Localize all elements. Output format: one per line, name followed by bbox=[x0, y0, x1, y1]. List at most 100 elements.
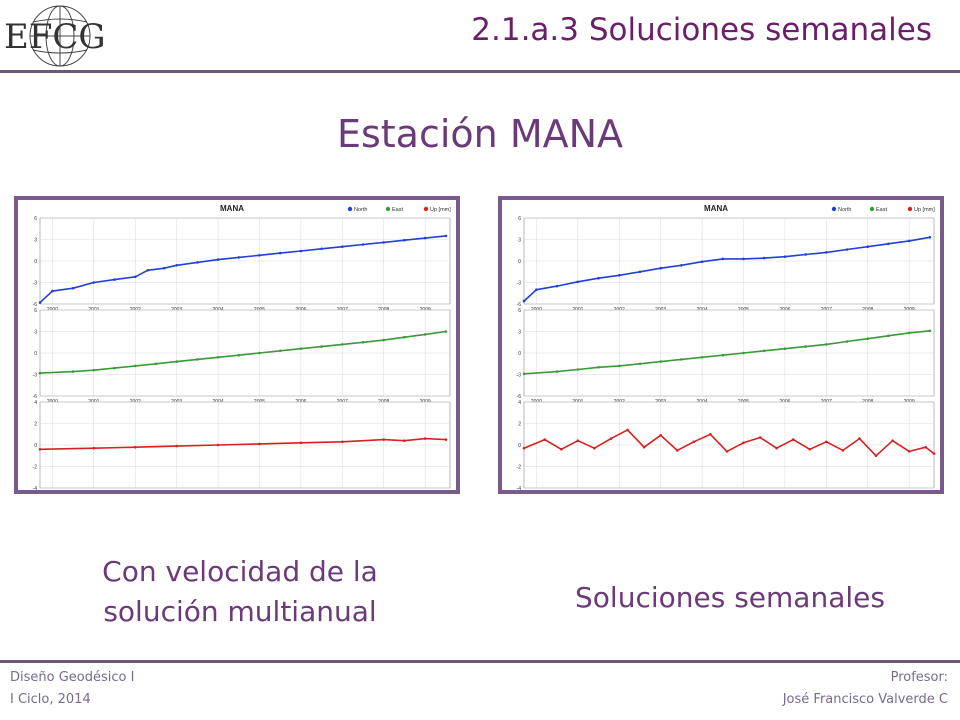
data-point-north bbox=[638, 270, 642, 274]
data-point-north bbox=[680, 264, 683, 267]
data-point-east bbox=[555, 370, 559, 373]
data-point-up bbox=[924, 445, 927, 449]
data-point-up bbox=[858, 437, 861, 440]
data-point-east bbox=[423, 333, 427, 336]
legend-marker-up bbox=[423, 206, 429, 212]
data-point-north bbox=[162, 266, 166, 270]
subplot-north: 630-3-6200020012002200320042005200620072… bbox=[33, 216, 451, 313]
y-tick-label: 4 bbox=[34, 400, 37, 406]
data-point-north bbox=[825, 251, 828, 254]
y-tick-label: 3 bbox=[34, 238, 37, 244]
data-point-north bbox=[522, 299, 526, 303]
data-point-north bbox=[196, 261, 199, 264]
legend-label-east: East bbox=[392, 207, 403, 213]
data-point-up bbox=[576, 439, 580, 442]
data-point-east bbox=[216, 356, 220, 359]
data-point-up bbox=[258, 442, 261, 446]
data-point-up bbox=[642, 445, 646, 449]
y-tick-label: 0 bbox=[34, 443, 37, 449]
y-tick-label: 0 bbox=[34, 351, 37, 357]
data-point-up bbox=[626, 428, 629, 432]
slide-title: 2.1.a.3 Soluciones semanales bbox=[471, 12, 932, 48]
data-point-east bbox=[134, 364, 137, 368]
data-point-east bbox=[638, 362, 642, 366]
y-tick-label: -4 bbox=[33, 486, 38, 490]
data-point-east bbox=[845, 340, 849, 343]
data-point-up bbox=[791, 438, 795, 441]
legend-label-north: North bbox=[838, 207, 851, 213]
legend-marker-north bbox=[831, 206, 837, 212]
data-point-east bbox=[341, 343, 344, 346]
data-point-east bbox=[154, 362, 158, 366]
data-point-up bbox=[522, 446, 526, 450]
data-point-north bbox=[134, 275, 137, 279]
data-point-north bbox=[216, 258, 220, 261]
data-point-up bbox=[709, 433, 712, 436]
data-point-east bbox=[742, 351, 745, 355]
data-point-up bbox=[403, 439, 406, 442]
data-point-up bbox=[675, 449, 679, 452]
data-point-north bbox=[51, 289, 54, 293]
series-line-up bbox=[523, 429, 935, 457]
data-point-north bbox=[320, 247, 323, 251]
y-tick-label: -6 bbox=[33, 394, 38, 400]
caption-left-line2: solución multianual bbox=[103, 595, 377, 628]
y-tick-label: 6 bbox=[518, 308, 521, 314]
data-point-up bbox=[874, 454, 878, 458]
efcg-logo: EFCG bbox=[0, 0, 122, 72]
data-point-north bbox=[258, 254, 261, 257]
data-point-east bbox=[659, 360, 662, 363]
data-point-up bbox=[758, 436, 762, 439]
y-tick-label: -2 bbox=[517, 465, 522, 471]
subplot-east: 630-3-6200020012002200320042005200620072… bbox=[33, 308, 451, 405]
data-point-north bbox=[845, 248, 849, 251]
y-tick-label: 0 bbox=[518, 443, 521, 449]
y-tick-label: 0 bbox=[518, 351, 521, 357]
data-point-north bbox=[866, 245, 869, 248]
data-point-north bbox=[887, 242, 890, 246]
data-point-east bbox=[258, 351, 261, 355]
data-point-up bbox=[891, 439, 894, 442]
data-point-up bbox=[808, 448, 812, 451]
data-point-north bbox=[38, 301, 42, 304]
data-point-up bbox=[775, 446, 778, 450]
data-point-east bbox=[618, 364, 621, 368]
data-point-up bbox=[742, 441, 745, 445]
data-point-up bbox=[841, 449, 845, 452]
data-point-north bbox=[146, 269, 149, 272]
legend-label-up: Up [mm] bbox=[914, 207, 935, 213]
data-point-up bbox=[907, 450, 911, 453]
legend-marker-north bbox=[347, 206, 353, 212]
data-point-up bbox=[341, 440, 344, 444]
data-point-up bbox=[175, 444, 178, 448]
data-point-up bbox=[825, 440, 828, 444]
subplot-up: 420-2-4200020012002200320042005200620072… bbox=[517, 400, 936, 490]
series-line-north bbox=[39, 235, 446, 304]
data-point-north bbox=[907, 239, 911, 243]
y-tick-label: 6 bbox=[34, 216, 37, 222]
data-point-east bbox=[783, 347, 787, 350]
legend-marker-east bbox=[869, 206, 875, 212]
data-point-up bbox=[593, 446, 596, 450]
legend-label-up: Up [mm] bbox=[430, 207, 451, 213]
y-tick-label: -3 bbox=[517, 281, 522, 287]
top-divider bbox=[0, 70, 960, 73]
data-point-north bbox=[113, 278, 116, 281]
data-point-east bbox=[522, 372, 526, 376]
data-point-north bbox=[382, 241, 386, 244]
data-point-up bbox=[382, 438, 386, 441]
data-point-north bbox=[700, 260, 704, 263]
footer-profesor-label: Profesor: bbox=[890, 670, 948, 685]
data-point-east bbox=[320, 345, 323, 348]
caption-left: Con velocidad de la solución multianual bbox=[30, 552, 450, 632]
data-point-up bbox=[725, 450, 729, 453]
y-tick-label: 0 bbox=[34, 259, 37, 265]
legend-marker-east bbox=[385, 206, 391, 212]
footer-term: I Ciclo, 2014 bbox=[10, 692, 91, 707]
y-tick-label: 6 bbox=[34, 308, 37, 314]
data-point-north bbox=[278, 251, 282, 255]
data-point-north bbox=[742, 257, 745, 261]
data-point-up bbox=[423, 437, 427, 440]
